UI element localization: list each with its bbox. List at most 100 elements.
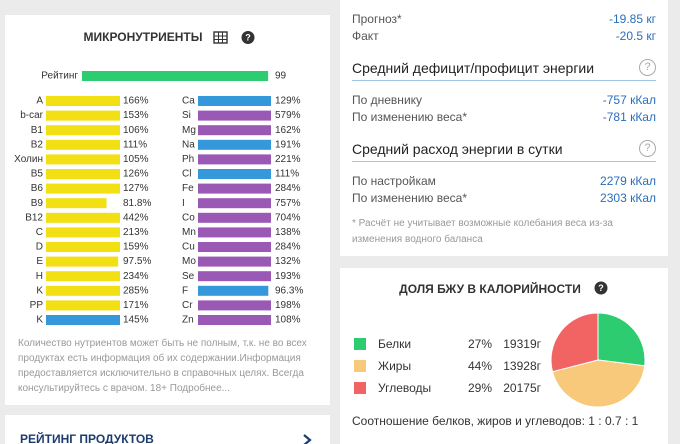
nutrient-bar (198, 285, 269, 296)
stat-label: Факт (352, 29, 379, 43)
nutrient-value: 191% (275, 139, 301, 150)
nutrient-label: H (36, 271, 43, 282)
section-rule (352, 161, 656, 162)
nutrient-bar (46, 169, 120, 179)
help-icon[interactable]: ? (594, 281, 608, 295)
nutrient-label: F (182, 285, 188, 296)
nutrient-label: Zn (182, 315, 194, 326)
macros-card: ДОЛЯ БЖУ В КАЛОРИЙНОСТИ ? Соотношение бе… (340, 268, 668, 444)
nutrient-bar (198, 96, 271, 106)
nutrient-label: Ph (182, 154, 194, 165)
nutrient-bar (46, 271, 120, 282)
nutrient-bar (198, 154, 271, 165)
nutrient-bar (198, 110, 271, 121)
nutrient-value: 704% (275, 212, 301, 223)
nutrient-value: 159% (123, 242, 149, 253)
rating-bar (82, 71, 269, 81)
products-card[interactable]: РЕЙТИНГ ПРОДУКТОВ (5, 415, 330, 444)
nutrient-value: 126% (123, 169, 149, 180)
nutrient-label: Холин (14, 154, 43, 165)
nutrient-value: 111% (275, 169, 299, 180)
nutrient-bar (46, 315, 120, 325)
nutrient-bar (198, 227, 271, 238)
macro-share: 44% (467, 359, 492, 373)
nutrient-label: Se (182, 271, 195, 282)
nutrient-value: 132% (275, 256, 301, 267)
nutrient-label: B6 (31, 183, 44, 194)
nutrient-bar (198, 271, 271, 282)
nutrient-bar (46, 198, 107, 209)
macro-share: 27% (467, 337, 492, 351)
nutrient-bar (198, 315, 271, 325)
nutrient-label: B9 (31, 198, 44, 209)
legend-name: Углеводы (378, 381, 432, 395)
nutrient-bar (198, 183, 271, 194)
stat-value: -757 кКал (602, 93, 656, 107)
chevron[interactable] (301, 433, 313, 444)
nutrient-value: 96.3% (275, 285, 303, 296)
nutrient-label: Fe (182, 183, 194, 194)
nutrient-label: K (36, 285, 43, 296)
nutrient-label: Cu (182, 242, 195, 253)
nutrient-value: 127% (123, 183, 149, 194)
nutrient-label: b-car (20, 110, 43, 121)
section-title: Средний дефицит/профицит энергии (352, 60, 595, 76)
nutrient-bar (198, 242, 271, 252)
help-icon[interactable]: ? (639, 59, 656, 76)
macro-grams: 13928г (503, 359, 541, 373)
nutrient-bar (46, 285, 120, 296)
legend-swatch (354, 360, 366, 372)
nutrient-bar (46, 227, 120, 238)
stat-label: По настройкам (352, 174, 436, 188)
section-title: Средний расход энергии в сутки (352, 141, 563, 157)
help-icon[interactable]: ? (639, 140, 656, 157)
help-icon[interactable]: ? (241, 31, 255, 44)
nutrient-label: B5 (31, 169, 44, 180)
nutrient-bar (46, 125, 120, 136)
stats-card: Прогноз* -19.85 кг Факт -20.5 кг Средний деф… (340, 0, 668, 256)
nutrient-value: 284% (275, 183, 301, 194)
stat-label: По изменению веса* (352, 110, 467, 124)
pie-slice (550, 312, 599, 373)
micronutrients-card: МИКРОНУТРИЕНТЫ ? Рейтинг 99 A 166% b-car 153%… (5, 15, 330, 405)
macro-share: 29% (467, 381, 492, 395)
nutrient-label: Mg (182, 125, 196, 136)
stat-label: По дневнику (352, 93, 423, 107)
macro-grams: 19319г (503, 337, 541, 351)
nutrient-value: 171% (123, 300, 149, 311)
stat-value: -781 кКал (602, 110, 656, 124)
nutrient-value: 757% (275, 198, 301, 209)
section-rule (352, 80, 656, 81)
nutrient-label: Cl (182, 169, 191, 180)
nutrient-label: Mn (182, 227, 196, 238)
macros-pie (550, 312, 646, 408)
nutrient-value: 111% (123, 139, 147, 150)
nutrient-label: Ca (182, 96, 195, 107)
nutrient-bar (46, 212, 120, 223)
nutrient-value: 198% (275, 300, 301, 311)
nutrient-label: K (36, 315, 43, 326)
legend-swatch (354, 338, 366, 350)
macros-title: ДОЛЯ БЖУ В КАЛОРИЙНОСТИ (399, 282, 581, 296)
legend-name: Жиры (378, 359, 412, 373)
nutrient-value: 162% (275, 125, 301, 136)
nutrient-label: Si (182, 110, 191, 121)
nutrient-label: Cr (182, 300, 193, 311)
nutrient-value: 166% (123, 96, 149, 107)
legend-swatch (354, 382, 366, 394)
nutrient-bar (198, 212, 271, 223)
nutrient-label: Na (182, 139, 195, 150)
nutrient-bar (46, 139, 120, 150)
nutrient-bar (198, 139, 271, 150)
products-title[interactable]: РЕЙТИНГ ПРОДУКТОВ (20, 432, 154, 444)
nutrient-value: 579% (275, 110, 301, 121)
micronutrients-chart: МИКРОНУТРИЕНТЫ ? Рейтинг 99 A 166% b-car 153%… (14, 30, 303, 326)
nutrient-label: PP (30, 300, 44, 311)
table-icon[interactable] (213, 31, 228, 44)
nutrient-bar (198, 125, 271, 136)
nutrient-bar (198, 300, 271, 311)
svg-text:?: ? (245, 32, 251, 42)
nutrient-value: 213% (123, 227, 149, 238)
nutrient-bar (46, 183, 120, 194)
note: Количество нутриентов может быть не полн… (18, 338, 307, 394)
